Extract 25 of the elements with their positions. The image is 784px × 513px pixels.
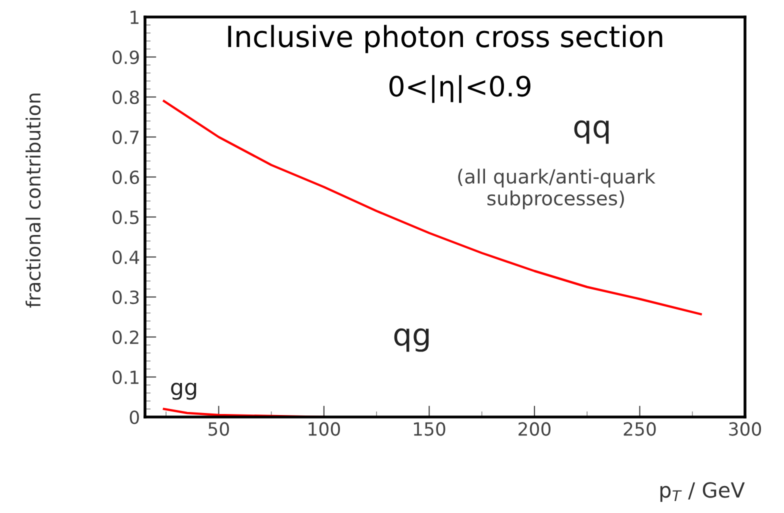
- x-axis-title: p$_{T}$ / GeV: [660, 482, 745, 502]
- y-tick-label: 0.3: [112, 290, 139, 304]
- x-tick-label: 50: [208, 422, 229, 436]
- y-tick-label: 0.6: [112, 170, 140, 184]
- text: 0<|η|<0.9: [389, 75, 530, 103]
- x-tick-label: 150: [414, 422, 446, 436]
- x-tick-label: 300: [729, 422, 762, 436]
- y-tick-label: 0.1: [112, 370, 138, 384]
- y-tick-label: 0.4: [112, 250, 140, 264]
- x-tick-label: 200: [518, 422, 551, 436]
- y-tick-label: 0: [130, 410, 139, 424]
- y-tick-label: 0.7: [112, 130, 139, 144]
- y-tick-label: 0.2: [112, 330, 138, 344]
- x-tick-label: 100: [308, 422, 340, 436]
- annotation: gg: [171, 382, 196, 400]
- y-axis-title: fractional contribution: [26, 94, 41, 308]
- x-tick-label: 250: [624, 422, 656, 436]
- y-tick-label: 0.9: [112, 50, 139, 64]
- chart-title: Inclusive photon cross section: [228, 24, 662, 54]
- y-tick-label: 0.8: [112, 90, 139, 104]
- y-tick-label: 1: [130, 10, 138, 24]
- annotation: qg: [394, 328, 429, 352]
- y-tick-label: 0.5: [112, 210, 139, 224]
- annotation: qq: [574, 120, 609, 144]
- annotation: (all quark/anti-quark subprocesses): [458, 168, 656, 210]
